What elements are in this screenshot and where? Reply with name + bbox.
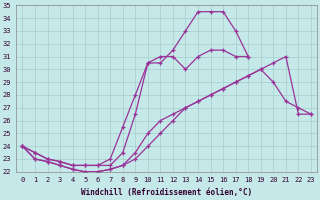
X-axis label: Windchill (Refroidissement éolien,°C): Windchill (Refroidissement éolien,°C) (81, 188, 252, 197)
